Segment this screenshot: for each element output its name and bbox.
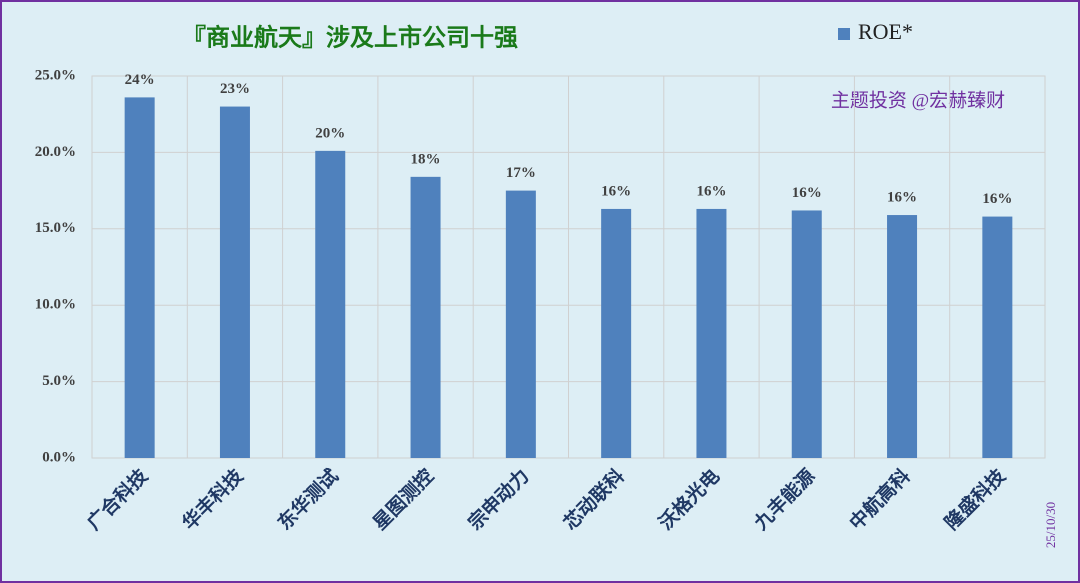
y-tick-label: 10.0%	[35, 297, 76, 313]
bar	[219, 106, 250, 458]
bar	[124, 97, 155, 458]
y-tick-label: 0.0%	[42, 449, 76, 465]
legend-swatch	[838, 28, 850, 40]
bar	[410, 176, 441, 458]
data-label: 16%	[601, 183, 631, 199]
bar	[315, 150, 346, 458]
bar	[601, 208, 632, 458]
bar	[696, 208, 727, 458]
date-annotation: 25/10/30	[1043, 502, 1058, 548]
data-label: 23%	[220, 81, 250, 97]
data-label: 18%	[411, 151, 441, 167]
y-tick-label: 5.0%	[42, 373, 76, 389]
y-tick-label: 15.0%	[35, 220, 76, 236]
data-label: 16%	[696, 183, 726, 199]
legend-label: ROE*	[858, 19, 913, 44]
y-tick-label: 25.0%	[35, 67, 76, 83]
bar	[982, 216, 1013, 458]
data-label: 16%	[887, 189, 917, 205]
chart-title: 『商业航天』涉及上市公司十强	[182, 24, 518, 52]
annotation: 主题投资 @宏赫臻财	[831, 89, 1005, 111]
data-label: 17%	[506, 165, 536, 181]
data-label: 16%	[792, 185, 822, 201]
y-tick-label: 20.0%	[35, 144, 76, 160]
data-label: 16%	[982, 191, 1012, 207]
data-label: 24%	[125, 72, 155, 88]
bar	[505, 190, 536, 458]
data-label: 20%	[315, 125, 345, 141]
bar	[887, 215, 918, 458]
bar	[791, 210, 822, 458]
